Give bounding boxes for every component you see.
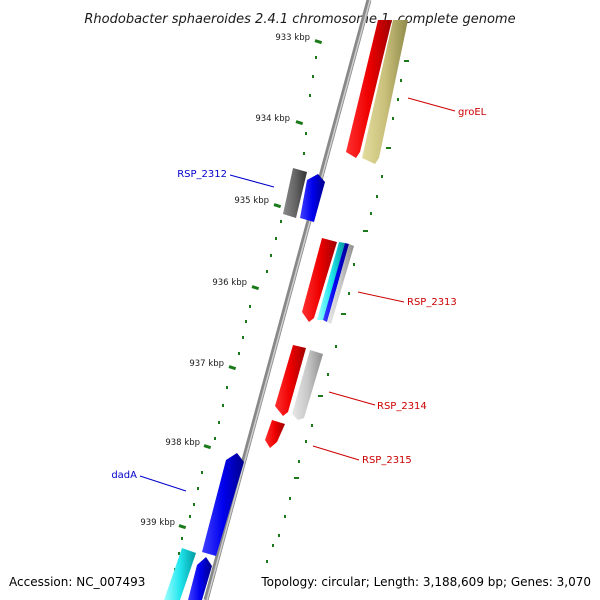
gene-arrow-red[interactable] <box>346 20 392 158</box>
gene-arrow-blue[interactable] <box>323 243 349 322</box>
gene-arrow-light[interactable] <box>292 350 323 420</box>
gene-label-rsp2312[interactable]: RSP_2312 <box>177 169 227 180</box>
gene-label-rsp2313[interactable]: RSP_2313 <box>407 297 457 308</box>
accession-text: Accession: NC_007493 <box>9 575 145 589</box>
gene-arrow-olive[interactable] <box>362 20 408 164</box>
gene-label-dada[interactable]: dadA <box>111 470 137 481</box>
gene-label-rsp2314[interactable]: RSP_2314 <box>377 401 427 412</box>
map-title: Rhodobacter sphaeroides 2.4.1 chromosome… <box>84 12 515 27</box>
gene-arrow-blue[interactable] <box>300 174 325 222</box>
gene-arrow-blue[interactable] <box>188 557 212 600</box>
tick-label: 933 kbp <box>275 33 310 43</box>
gene-arrow-red[interactable] <box>302 238 337 322</box>
gene-arrow-gray[interactable] <box>283 168 307 218</box>
topology-text: Topology: circular; Length: 3,188,609 bp… <box>260 575 591 589</box>
gene-arrow-blue[interactable] <box>202 453 244 556</box>
leader-lines <box>139 97 456 492</box>
scale-dots <box>174 56 317 571</box>
gene-arrow-red[interactable] <box>265 420 285 448</box>
tick-label: 934 kbp <box>255 114 290 124</box>
tick-label: 935 kbp <box>234 196 269 206</box>
scale-ticks: 933 kbp 934 kbp 935 kbp 936 kbp 937 kbp … <box>140 33 323 530</box>
tick-label: 937 kbp <box>189 359 224 369</box>
gene-arrow-cyan[interactable] <box>317 242 345 320</box>
gene-arrow-light[interactable] <box>327 244 354 324</box>
tick-label: 936 kbp <box>212 278 247 288</box>
scale-dots-outer <box>266 60 409 563</box>
gene-arrow-red[interactable] <box>275 345 306 416</box>
gene-label-groel[interactable]: groEL <box>458 107 487 118</box>
gene-label-rsp2315[interactable]: RSP_2315 <box>362 455 412 466</box>
tick-label: 938 kbp <box>165 438 200 448</box>
gene-arrow-cyan[interactable] <box>164 548 196 600</box>
genome-backbone <box>203 0 372 600</box>
tick-label: 939 kbp <box>140 518 175 528</box>
